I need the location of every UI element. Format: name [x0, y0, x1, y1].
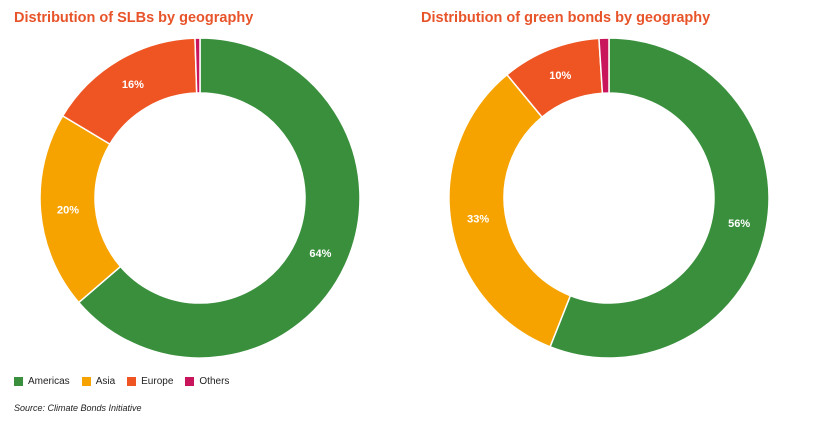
legend: Americas Asia Europe Others [14, 376, 229, 387]
slice-others-chart1 [194, 37, 201, 94]
slice-label-europe-chart1: 16% [122, 79, 144, 91]
slice-label-asia-chart2: 33% [467, 214, 489, 226]
legend-item-americas: Americas [14, 376, 70, 387]
slice-label-americas-chart1: 64% [309, 248, 331, 260]
source-note: Source: Climate Bonds Initiative [14, 403, 142, 413]
slice-asia-chart2 [448, 73, 572, 348]
slice-europe-chart1 [61, 37, 198, 146]
slice-others-chart2 [598, 37, 610, 95]
legend-label-asia: Asia [95, 376, 116, 387]
slice-label-europe-chart2: 10% [549, 70, 571, 82]
chart-title-green-bonds: Distribution of green bonds by geography [421, 10, 711, 26]
legend-swatch-others [185, 377, 195, 386]
legend-item-europe: Europe [127, 376, 173, 387]
legend-swatch-europe [127, 377, 137, 386]
slice-label-americas-chart2: 56% [728, 218, 750, 230]
legend-item-others: Others [185, 376, 229, 387]
legend-label-americas: Americas [28, 376, 70, 387]
donut-slbs: 64% 20% 16% [39, 37, 361, 359]
legend-item-asia: Asia [81, 376, 116, 387]
donut-green-bonds: 56% 33% 10% 1% [448, 37, 770, 359]
legend-swatch-asia [81, 377, 91, 386]
slice-americas-chart1 [77, 37, 361, 359]
chart-title-slbs: Distribution of SLBs by geography [14, 10, 254, 26]
legend-swatch-americas [14, 377, 23, 386]
slice-label-asia-chart1: 20% [57, 204, 79, 216]
legend-label-others: Others [199, 376, 230, 387]
legend-label-europe: Europe [141, 376, 174, 387]
slice-americas-chart2 [549, 37, 770, 359]
slice-label-others-chart2: 1% [598, 100, 614, 112]
